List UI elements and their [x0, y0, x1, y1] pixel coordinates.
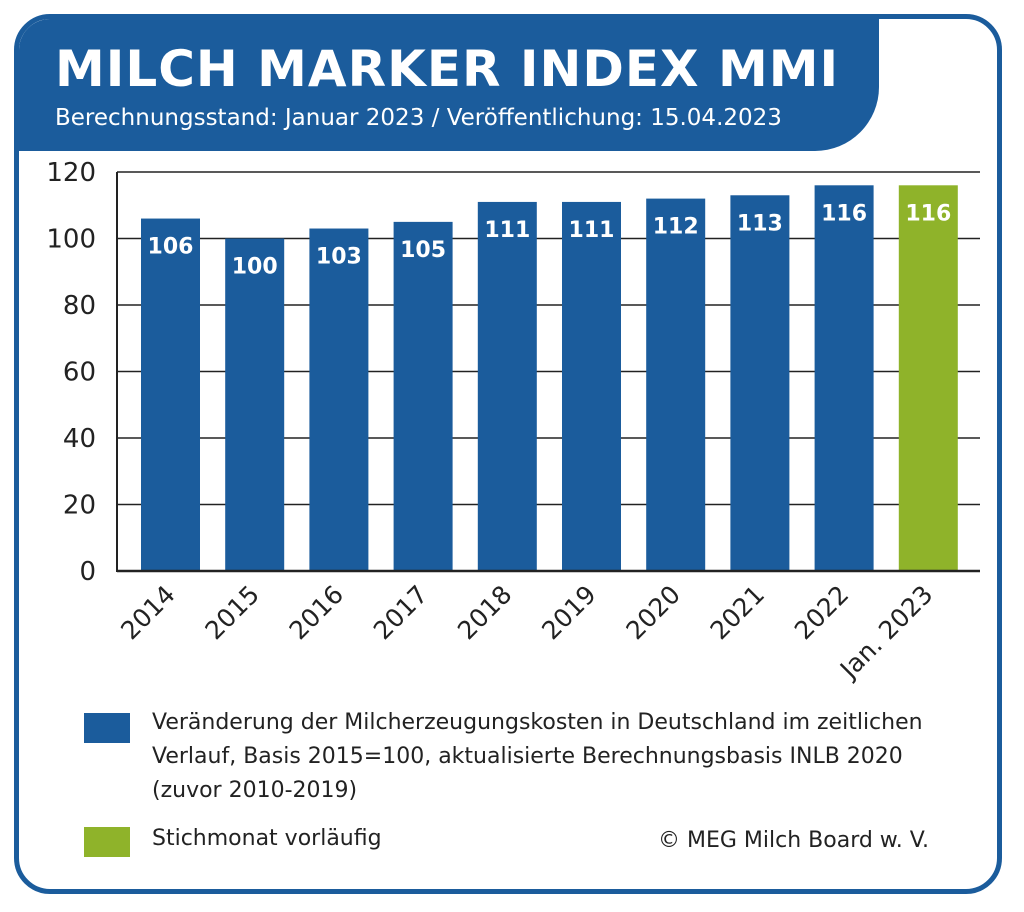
x-tick-label: 2022: [789, 580, 854, 645]
x-tick-label: 2015: [199, 580, 264, 645]
y-tick-label: 60: [63, 358, 96, 388]
legend-text-preliminary: Stichmonat vorläufig: [152, 822, 382, 856]
bar: [309, 228, 369, 571]
x-tick-label: 2020: [620, 580, 685, 645]
bar: [898, 185, 958, 572]
header-banner: MILCH MARKER INDEX MMI Berechnungsstand:…: [19, 19, 879, 151]
y-tick-label: 40: [63, 424, 96, 454]
y-tick-label: 80: [63, 291, 96, 321]
bar: [562, 201, 621, 572]
bar: [225, 238, 285, 571]
legend-line: Stichmonat vorläufig: [152, 826, 382, 851]
y-tick-label: 20: [63, 491, 96, 521]
y-tick-label: 100: [46, 225, 96, 255]
x-tick-label: 2014: [115, 580, 180, 645]
data-label: 111: [484, 218, 530, 243]
y-tick-label: 0: [79, 557, 96, 587]
data-label: 106: [148, 235, 194, 260]
chart-title: MILCH MARKER INDEX MMI: [55, 40, 840, 98]
legend-swatch-green: [84, 827, 130, 857]
data-label: 111: [569, 218, 615, 243]
data-label: 113: [737, 211, 783, 236]
bar: [477, 201, 537, 572]
legend-text-milk-cost: Veränderung der Milcherzeugungskosten in…: [152, 706, 923, 808]
data-label: 112: [653, 215, 699, 240]
bar: [141, 218, 200, 572]
data-label: 103: [316, 245, 362, 270]
legend-line: Veränderung der Milcherzeugungskosten in…: [152, 710, 923, 735]
bar: [814, 185, 874, 572]
bar: [646, 198, 706, 571]
x-tick-label: 2021: [705, 580, 770, 645]
legend-line: (zuvor 2010-2019): [152, 778, 358, 803]
bar: [393, 221, 453, 571]
x-tick-label: 2019: [536, 580, 601, 645]
data-label: 116: [821, 201, 867, 226]
data-label: 116: [905, 201, 951, 226]
x-tick-label: 2016: [284, 580, 349, 645]
chart-subtitle: Berechnungsstand: Januar 2023 / Veröffen…: [55, 105, 782, 131]
x-tick-label: 2018: [452, 580, 517, 645]
bar: [730, 195, 790, 571]
legend-line: Verlauf, Basis 2015=100, aktualisierte B…: [152, 744, 903, 769]
x-tick-label: 2017: [368, 580, 433, 645]
y-tick-label: 120: [46, 158, 96, 188]
data-label: 100: [232, 255, 278, 280]
copyright-text: © MEG Milch Board w. V.: [658, 828, 929, 853]
legend-swatch-blue: [84, 713, 130, 743]
data-label: 105: [400, 238, 446, 263]
